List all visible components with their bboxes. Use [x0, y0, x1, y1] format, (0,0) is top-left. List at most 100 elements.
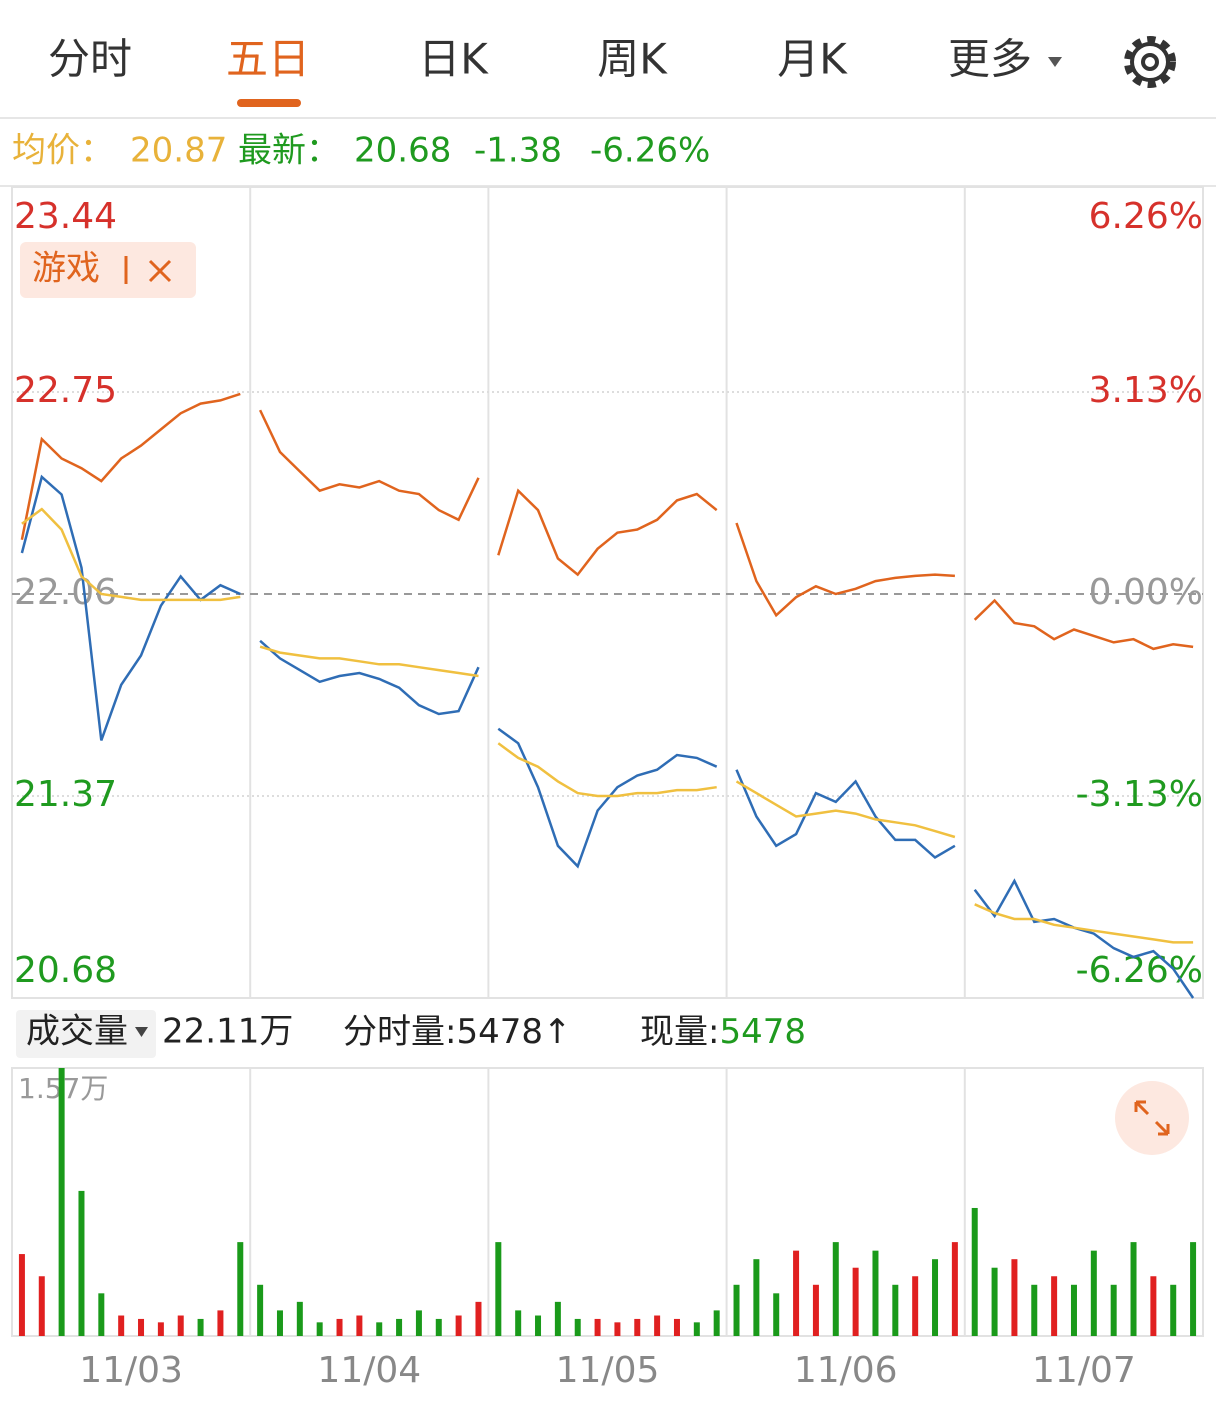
volume-bar [654, 1315, 661, 1336]
volume-bar [336, 1318, 343, 1336]
volume-bar [376, 1322, 383, 1336]
price-line [735, 769, 956, 860]
volume-bar [138, 1318, 145, 1336]
price-line [973, 878, 1195, 999]
volume-bar [693, 1322, 700, 1336]
tag-close[interactable] [148, 259, 172, 283]
tab-active[interactable]: 五日 [226, 35, 310, 84]
y-tick-label: 21.37 [14, 774, 117, 815]
gear-teeth [1124, 36, 1176, 88]
volume-bar [574, 1318, 581, 1336]
price-chart: 20.68 21.37 22.06 22.75 23.44 -6.26% -3.13% 0.0… [11, 186, 1204, 999]
volume-bar [1031, 1284, 1038, 1336]
gear-hole [1141, 53, 1159, 71]
volume-bar [475, 1301, 482, 1336]
volume-bar [713, 1310, 720, 1336]
expand-button[interactable] [1115, 1081, 1189, 1155]
price-line [20, 474, 241, 741]
volume-bar [296, 1301, 303, 1336]
volume-bar [812, 1284, 819, 1336]
volume-bar [673, 1318, 680, 1336]
volume-bar [892, 1284, 899, 1336]
volume-bar [118, 1315, 125, 1336]
volume-bar [1110, 1284, 1117, 1336]
x-tick-label: 11/05 [556, 1350, 660, 1391]
volume-bar [237, 1242, 244, 1336]
dropdown-arrow [135, 1027, 148, 1037]
price-line [497, 742, 717, 798]
tag-label: 游戏 [32, 249, 100, 289]
volume-bar [1190, 1242, 1197, 1336]
price-line [20, 392, 241, 541]
current-label: 现量: [640, 1012, 719, 1052]
volume-bar [38, 1276, 45, 1336]
volume-bar [1130, 1242, 1137, 1336]
price-line [21, 507, 241, 602]
volume-bar [217, 1310, 224, 1336]
y2-tick-label: -6.26% [1076, 950, 1203, 991]
last-price: 20.68 [354, 131, 451, 171]
volume-total: 22.11万 [162, 1012, 293, 1052]
price-line [735, 780, 956, 839]
volume-bar [18, 1254, 25, 1336]
plot-frame [11, 186, 1204, 999]
volume-bar [773, 1293, 780, 1336]
volume-bar [753, 1259, 760, 1336]
gear-body [1130, 42, 1170, 82]
x-tick-label: 11/04 [317, 1350, 421, 1391]
tab-bar: 分时 五日 日K 周K 月K 更多 [48, 35, 1176, 107]
tick-value: 5478 [456, 1012, 543, 1052]
volume-bar [1150, 1276, 1157, 1336]
compare-tag[interactable]: 游戏 [20, 242, 196, 298]
volume-bar [594, 1318, 601, 1336]
volume-bar [1070, 1284, 1077, 1336]
volume-bar [177, 1315, 184, 1336]
avg-label: 均价： [12, 131, 114, 171]
y2-tick-label: 6.26% [1089, 196, 1203, 237]
x-tick-label: 11/03 [79, 1350, 183, 1391]
volume-bar [276, 1310, 283, 1336]
tick-label: 分时量: [343, 1012, 456, 1052]
volume-bar [951, 1242, 958, 1336]
price-line [259, 645, 479, 678]
volume-bar [316, 1322, 323, 1336]
selector-bg[interactable] [16, 1010, 156, 1058]
tag-bg [20, 242, 196, 298]
volume-bar [1011, 1259, 1018, 1336]
x-tick-label: 11/06 [794, 1350, 898, 1391]
volume-bar [78, 1190, 85, 1336]
volume-selector[interactable]: 成交量 [26, 1012, 128, 1052]
y-tick-label: 22.06 [14, 572, 117, 613]
volume-bar [733, 1284, 740, 1336]
volume-bar [435, 1318, 442, 1336]
volume-bar [455, 1315, 462, 1336]
volume-bar [554, 1301, 561, 1336]
price-line [974, 903, 1194, 944]
volume-bar [971, 1207, 978, 1336]
volume-bar [535, 1315, 542, 1336]
tab[interactable]: 分时 [48, 35, 132, 84]
price-line [258, 409, 480, 522]
volume-bar [356, 1315, 363, 1336]
tab[interactable]: 周K [597, 35, 668, 84]
volume-bar [991, 1267, 998, 1336]
x-tick-label: 11/07 [1032, 1350, 1136, 1391]
volume-bar [515, 1310, 522, 1336]
tab[interactable]: 月K [777, 35, 848, 84]
volume-bar [872, 1250, 879, 1336]
y-tick-label: 23.44 [14, 196, 117, 237]
change: -1.38 [474, 131, 562, 171]
volume-bar [1090, 1250, 1097, 1336]
volume-bar [932, 1259, 939, 1336]
expand-icon [1134, 1100, 1170, 1136]
change-pct: -6.26% [590, 131, 710, 171]
price-line [497, 727, 718, 869]
last-label: 最新： [238, 131, 340, 171]
tab[interactable]: 日K [418, 35, 489, 84]
price-line [973, 598, 1194, 651]
dropdown-arrow [1048, 57, 1062, 67]
tab[interactable]: 更多 [948, 35, 1032, 84]
settings-icon[interactable] [1124, 36, 1176, 88]
